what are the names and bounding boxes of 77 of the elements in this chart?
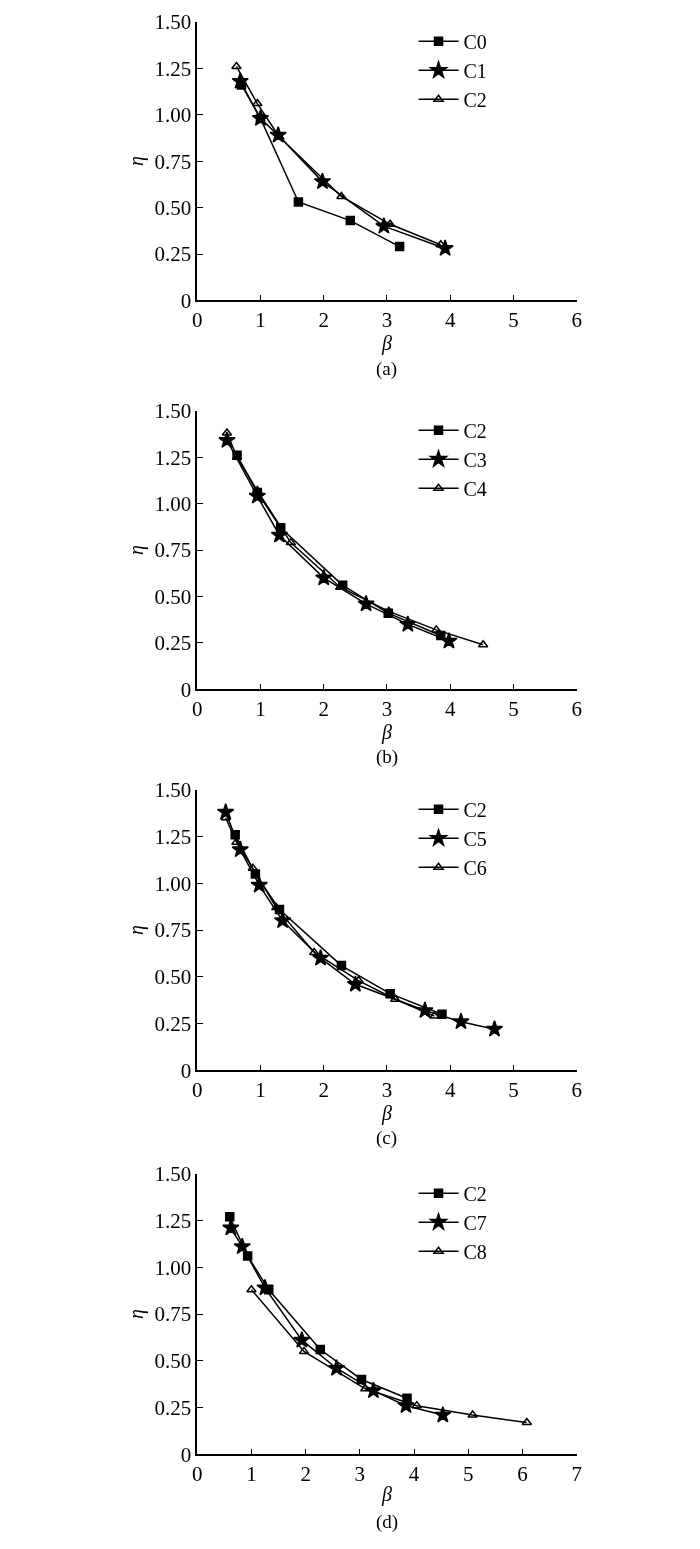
- y-tick-label: 0.25: [154, 242, 192, 267]
- x-axis-title: β: [380, 1483, 392, 1507]
- y-axis-title: η: [124, 156, 148, 167]
- x-tick-label: 4: [444, 697, 456, 722]
- y-tick-label: 0.50: [154, 1349, 192, 1374]
- legend-label: C3: [463, 449, 487, 472]
- x-tick-label: 7: [571, 1462, 582, 1487]
- y-tick-label: 0: [180, 288, 192, 313]
- x-tick-label: 4: [444, 1078, 456, 1103]
- legend-label: C8: [463, 1241, 487, 1264]
- x-tick-label: 2: [318, 697, 329, 722]
- x-tick-label: 3: [381, 1078, 393, 1103]
- legend-label: C0: [463, 31, 487, 54]
- x-tick-label: 4: [408, 1462, 420, 1487]
- y-tick-label: 1.25: [154, 1208, 192, 1233]
- x-tick-label: 6: [571, 697, 582, 722]
- y-tick-label: 1.50: [154, 778, 192, 803]
- y-tick-label: 1.00: [154, 871, 192, 896]
- x-tick-label: 5: [508, 1078, 519, 1103]
- text: (c): [376, 1127, 398, 1149]
- y-tick-label: 1.25: [154, 445, 192, 470]
- y-axis-title: η: [124, 1308, 148, 1319]
- x-tick-label: 6: [517, 1462, 528, 1487]
- y-tick-label: 1.50: [154, 1162, 192, 1187]
- y-tick-label: 0.75: [154, 918, 192, 943]
- x-tick-label: 5: [508, 308, 519, 333]
- y-tick-label: 1.00: [154, 1255, 192, 1280]
- y-tick-label: 1.25: [154, 56, 192, 81]
- x-tick-label: 5: [508, 697, 519, 722]
- x-tick-label: 1: [255, 1078, 266, 1103]
- x-tick-label: 2: [318, 1078, 329, 1103]
- x-tick-label: 1: [246, 1462, 257, 1487]
- x-tick-label: 3: [381, 308, 393, 333]
- text: (b): [376, 746, 399, 768]
- y-tick-label: 0: [180, 1442, 192, 1467]
- y-tick-label: 0.25: [154, 631, 192, 656]
- y-axis-title: η: [124, 544, 148, 555]
- legend-label: C4: [463, 478, 487, 501]
- y-tick-label: 0.75: [154, 538, 192, 563]
- legend-label: C2: [463, 1183, 487, 1206]
- x-axis-title: β: [380, 721, 392, 745]
- legend-label: C2: [463, 799, 487, 822]
- x-tick-label: 1: [255, 308, 266, 333]
- x-tick-label: 6: [571, 1078, 582, 1103]
- y-tick-label: 0: [180, 677, 192, 702]
- x-axis-title: β: [380, 332, 392, 356]
- y-tick-label: 0.50: [154, 584, 192, 609]
- y-tick-label: 1.00: [154, 103, 192, 128]
- y-tick-label: 0.75: [154, 1302, 192, 1327]
- y-tick-label: 0: [180, 1058, 192, 1083]
- y-tick-label: 1.25: [154, 824, 192, 849]
- y-tick-label: 0.25: [154, 1011, 192, 1036]
- y-tick-label: 1.00: [154, 491, 192, 516]
- x-tick-label: 5: [463, 1462, 474, 1487]
- y-tick-label: 0.75: [154, 149, 192, 174]
- y-tick-label: 0.50: [154, 195, 192, 220]
- x-tick-label: 1: [255, 697, 266, 722]
- x-tick-label: 3: [354, 1462, 366, 1487]
- legend-label: C2: [463, 420, 487, 443]
- y-tick-label: 0.50: [154, 965, 192, 990]
- legend-label: C6: [463, 857, 487, 880]
- legend-label: C1: [463, 60, 487, 83]
- legend-label: C5: [463, 828, 487, 851]
- y-tick-label: 1.50: [154, 10, 192, 35]
- x-axis-title: β: [380, 1102, 392, 1126]
- y-tick-label: 0.25: [154, 1395, 192, 1420]
- y-axis-title: η: [124, 925, 148, 936]
- text: (d): [376, 1511, 399, 1533]
- y-tick-label: 1.50: [154, 399, 192, 424]
- legend-label: C2: [463, 89, 487, 112]
- x-tick-label: 2: [300, 1462, 311, 1487]
- x-tick-label: 6: [571, 308, 582, 333]
- x-tick-label: 2: [318, 308, 329, 333]
- text: (a): [376, 358, 398, 380]
- legend-label: C7: [463, 1212, 487, 1235]
- x-tick-label: 3: [381, 697, 393, 722]
- x-tick-label: 4: [444, 308, 456, 333]
